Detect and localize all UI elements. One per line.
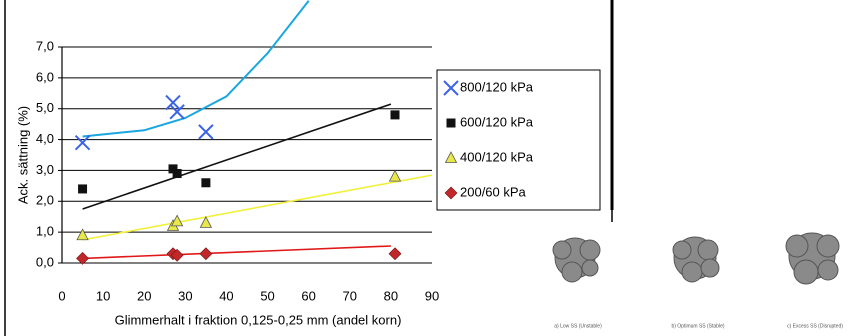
figure: 0,0 1,0 2,0 3,0 4,0 5,0 6,0 7,0 0 10 20 30 40 50 60 70 8… <box>0 0 863 336</box>
x-tick-label: 50 <box>260 288 274 303</box>
page: {"chart_data": {"type": "scatter", "ylab… <box>0 0 863 336</box>
x-tick-label: 40 <box>219 288 233 303</box>
y-tick-label: 7,0 <box>36 38 54 53</box>
marker-square <box>173 169 182 178</box>
caption: a) Low SS (Unstable) <box>554 323 602 329</box>
legend-label: 600/120 kPa <box>460 114 534 129</box>
y-tick-label: 3,0 <box>36 162 54 177</box>
y-tick-label: 4,0 <box>36 131 54 146</box>
marker-triangle <box>390 171 401 182</box>
marker-square <box>447 119 456 128</box>
marker-x <box>76 136 90 150</box>
marker-diamond <box>200 248 212 260</box>
trend-line <box>83 246 391 258</box>
marker-x <box>199 125 213 139</box>
marker-square <box>78 184 87 193</box>
trend-line <box>83 175 432 240</box>
x-tick-label: 30 <box>178 288 192 303</box>
x-tick-label: 20 <box>137 288 151 303</box>
y-tick-label: 5,0 <box>36 100 54 115</box>
x-tick-label: 60 <box>301 288 315 303</box>
trend-line <box>83 1 309 137</box>
legend-label: 200/60 kPa <box>460 184 527 199</box>
trend-line <box>83 104 391 209</box>
y-tick-label: 1,0 <box>36 224 54 239</box>
y-axis-label: Ack. sättning (%) <box>15 106 30 204</box>
marker-square <box>201 178 210 187</box>
particle-images: a) Low SS (Unstable) b) Optimum SS (Stab… <box>525 222 863 336</box>
x-tick-label: 80 <box>384 288 398 303</box>
x-tick-label: 90 <box>425 288 439 303</box>
legend-label: 400/120 kPa <box>460 149 534 164</box>
marker-triangle <box>77 229 88 240</box>
y-tick-label: 6,0 <box>36 69 54 84</box>
caption: c) Excess SS (Disrupted) <box>787 323 843 329</box>
y-tick-label: 0,0 <box>36 254 54 269</box>
marker-diamond <box>389 248 401 260</box>
caption: b) Optimum SS (Stable) <box>671 323 724 329</box>
y-tick-label: 2,0 <box>36 193 54 208</box>
marker-square <box>391 110 400 119</box>
x-tick-label: 10 <box>96 288 110 303</box>
x-tick-label: 70 <box>343 288 357 303</box>
x-axis-label: Glimmerhalt i fraktion 0,125-0,25 mm (an… <box>115 312 402 327</box>
x-tick-label: 0 <box>58 288 65 303</box>
legend-label: 800/120 kPa <box>460 79 534 94</box>
